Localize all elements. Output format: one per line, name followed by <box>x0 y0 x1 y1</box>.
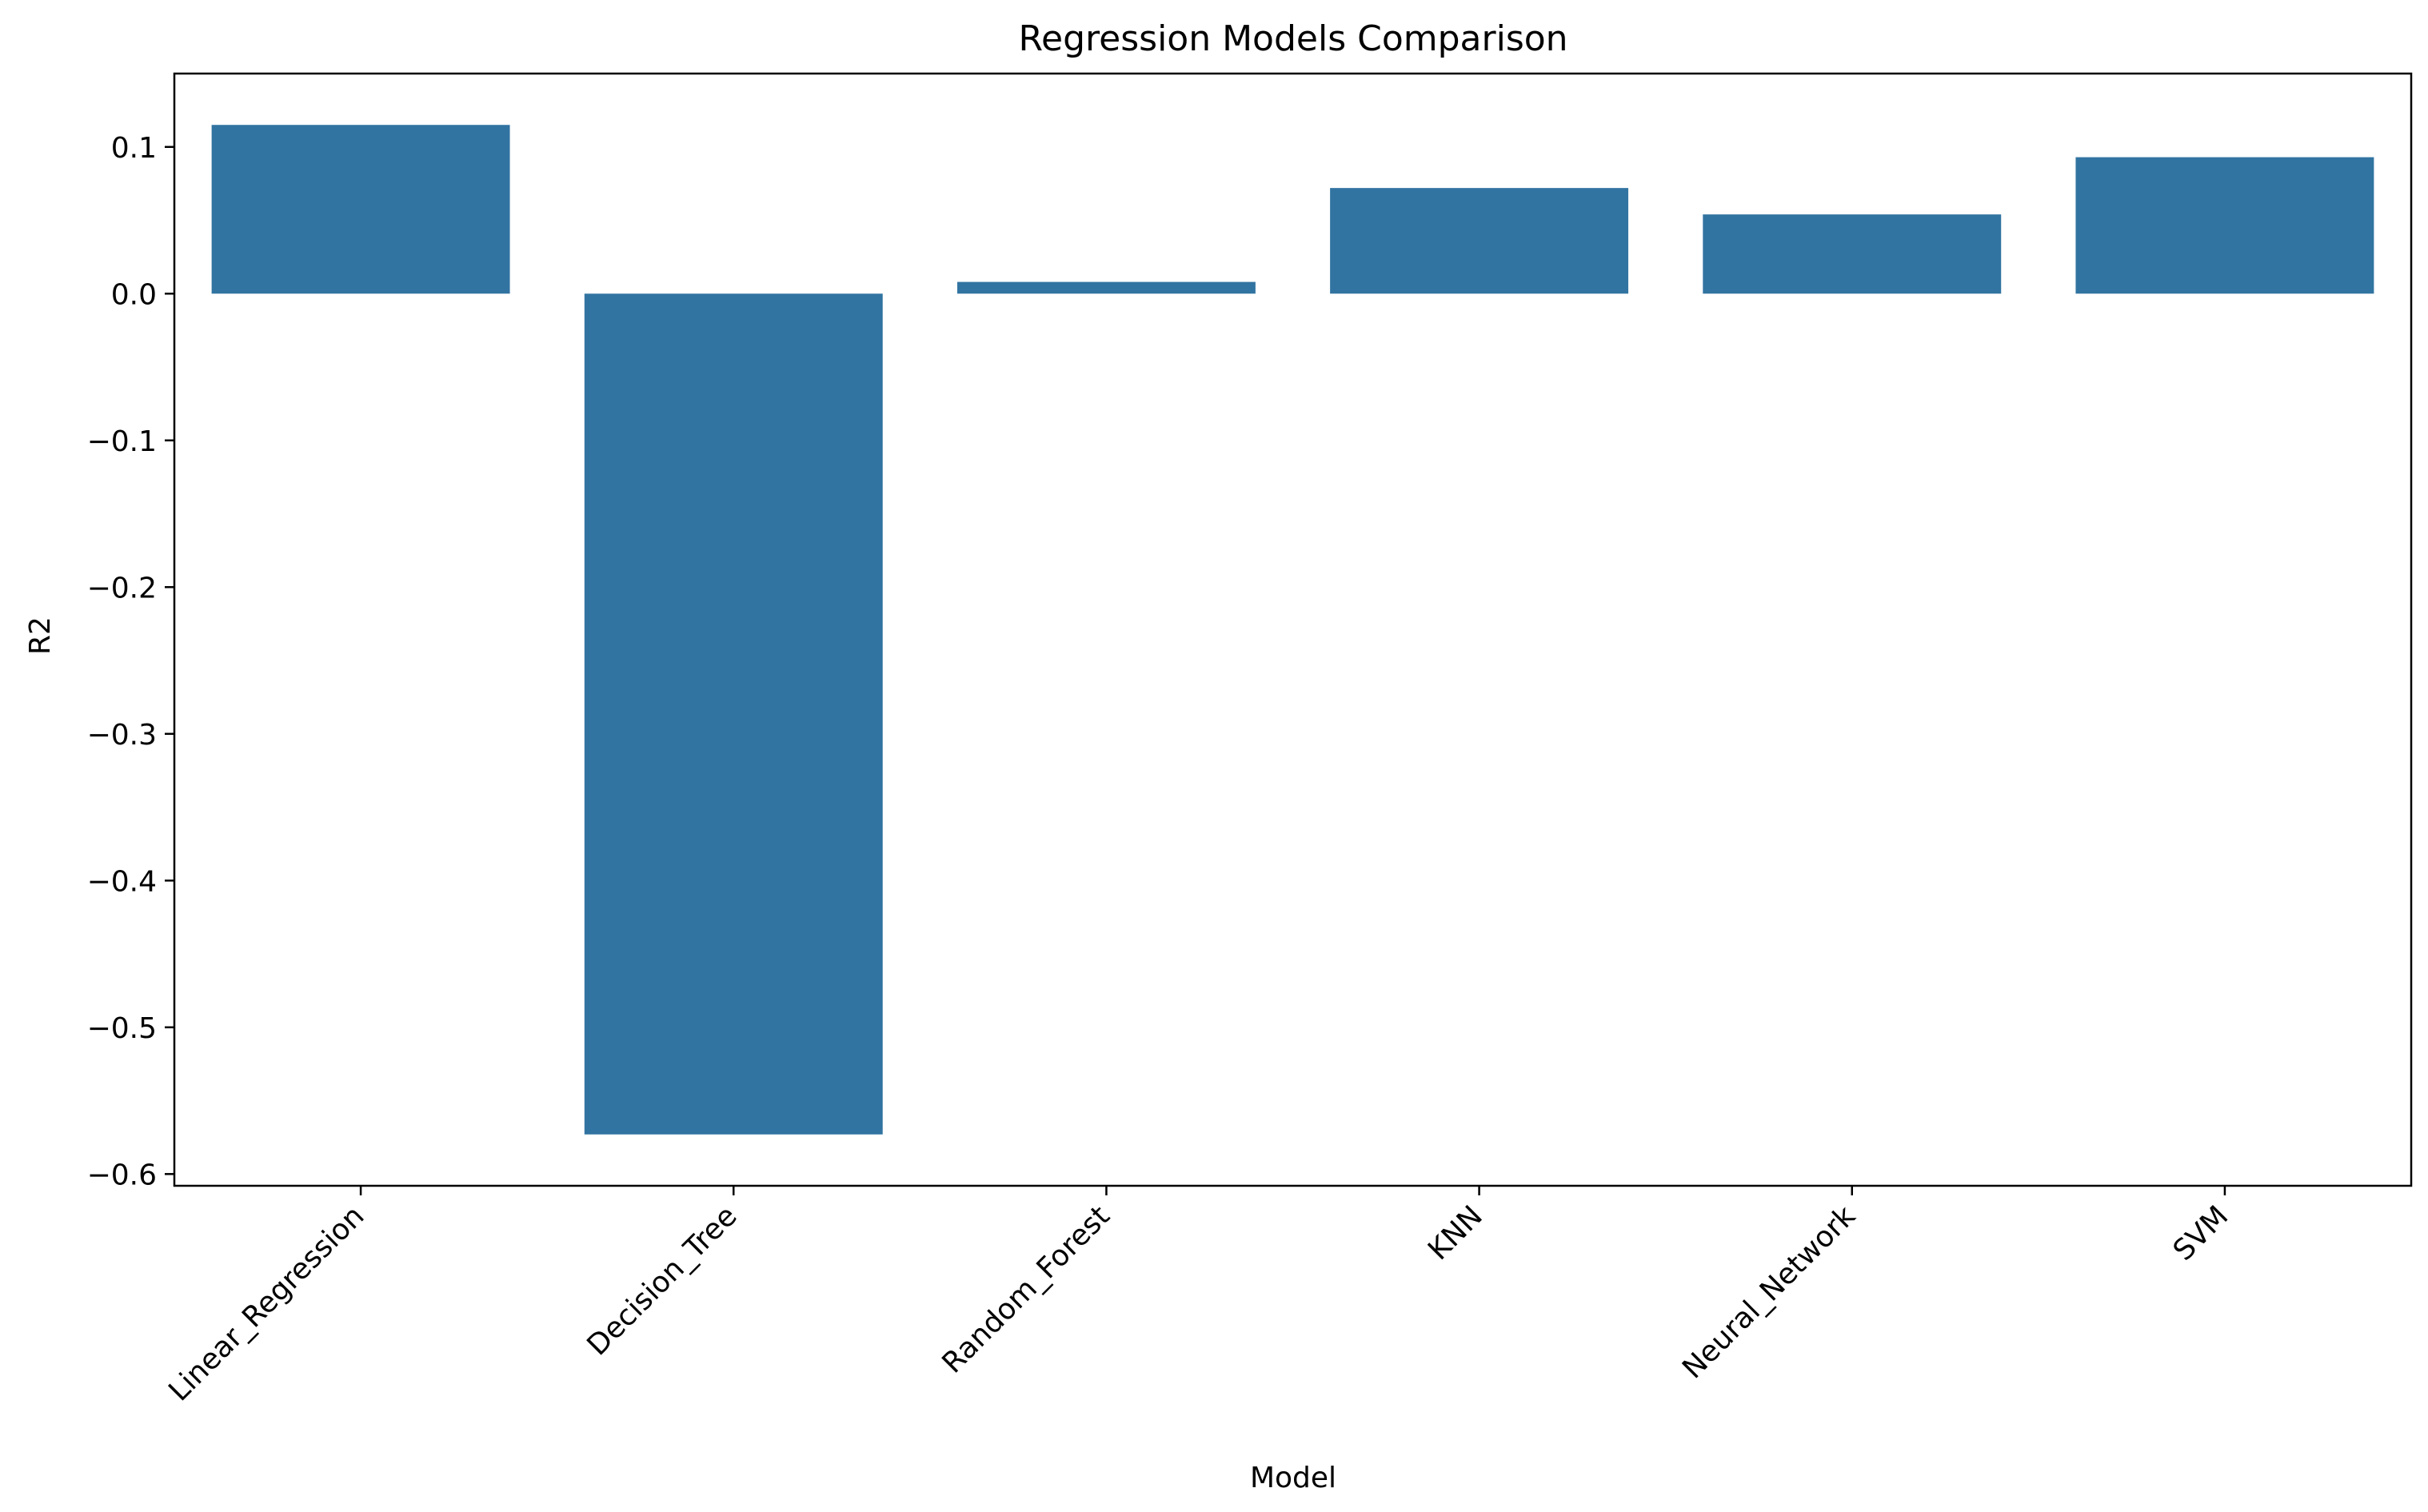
y-tick-label: −0.5 <box>87 1012 157 1045</box>
y-tick-label: −0.3 <box>87 719 157 752</box>
x-tick-label: KNN <box>1422 1199 1489 1267</box>
y-axis-label: R2 <box>24 616 57 655</box>
x-axis-ticks: Linear_Regression Decision_Tree Random_For… <box>162 1186 2234 1407</box>
y-tick-label: 0.0 <box>111 278 157 311</box>
plot-frame <box>173 72 2413 1187</box>
bar-random-forest <box>956 281 1256 294</box>
bar-knn <box>1330 188 1629 294</box>
x-tick-label: Random_Forest <box>936 1199 1116 1379</box>
bar-decision-tree <box>584 293 883 1135</box>
bar-linear-regression <box>211 125 510 294</box>
y-tick-label: 0.1 <box>111 132 157 165</box>
y-axis-ticks: 0.1 0.0 −0.1 −0.2 −0.3 −0.4 −0.5 −0.6 <box>87 132 174 1191</box>
y-tick-label: −0.2 <box>87 572 157 604</box>
bar-neural-network <box>1703 214 2002 294</box>
y-tick-label: −0.4 <box>87 865 157 898</box>
x-tick-label: Neural_Network <box>1676 1199 1862 1385</box>
x-tick-label: Decision_Tree <box>581 1199 743 1362</box>
bar-svm <box>2075 157 2374 294</box>
x-tick-label: Linear_Regression <box>162 1199 370 1407</box>
chart-title: Regression Models Comparison <box>1018 18 1567 59</box>
x-axis-label: Model <box>1250 1462 1336 1494</box>
bars <box>211 125 2374 1135</box>
y-tick-label: −0.1 <box>87 425 157 458</box>
x-tick-label: SVM <box>2167 1199 2235 1267</box>
y-tick-label: −0.6 <box>87 1159 157 1191</box>
